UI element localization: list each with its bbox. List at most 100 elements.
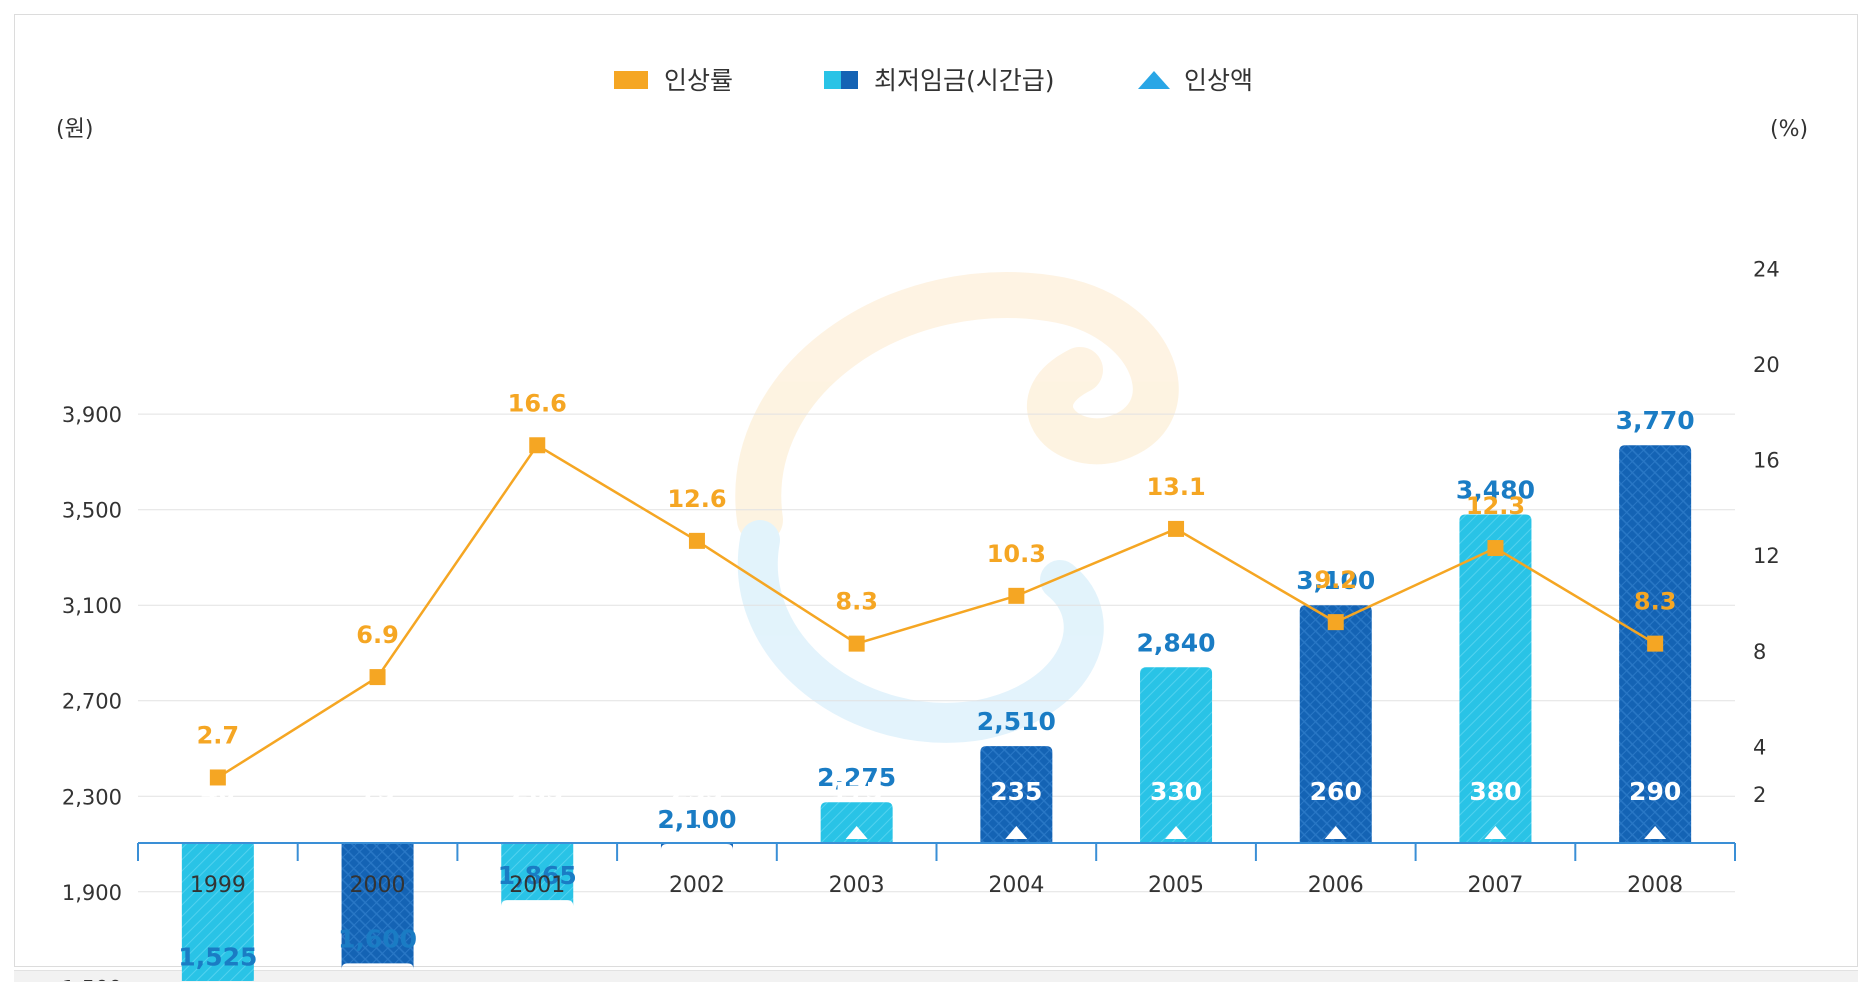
increase-triangle-icon (685, 826, 708, 839)
y-right-ticks: 24 20 16 12 8 4 2 (1753, 257, 1780, 807)
wage-value-label: 3,480 (1456, 475, 1535, 504)
x-tick-label: 2004 (988, 873, 1044, 898)
rate-point (1327, 614, 1344, 631)
increase-value-label: 260 (1310, 777, 1362, 806)
y-left-tick-label: 3,100 (62, 594, 122, 618)
rate-point (1168, 520, 1185, 537)
wage-value-label: 2,840 (1137, 628, 1216, 657)
x-tick-label: 2005 (1148, 873, 1204, 898)
legend-swatch-wage-dark (841, 71, 858, 89)
rate-value-label: 8.3 (1634, 588, 1677, 616)
y-left-unit-label: (원) (56, 117, 93, 142)
increase-value-label: 175 (831, 777, 883, 806)
increase-triangle-icon (1165, 826, 1188, 839)
increase-value-label: 265 (511, 777, 563, 806)
wage-bar (1140, 667, 1213, 843)
rate-value-label: 6.9 (356, 621, 399, 649)
y-right-tick-label: 20 (1753, 353, 1780, 377)
rate-point (1647, 635, 1664, 652)
legend-item-wage: 최저임금(시간급) (824, 66, 1055, 95)
x-tick-label: 2007 (1467, 873, 1523, 898)
y-right-unit-label: (%) (1770, 117, 1808, 142)
rate-value-label: 9.2 (1314, 566, 1357, 594)
wage-bar (341, 843, 414, 970)
wage-bar (181, 843, 254, 981)
rate-line-path (217, 443, 1656, 779)
increase-value-label: 380 (1469, 777, 1521, 806)
rate-point (529, 437, 546, 454)
wage-value-label: 1,525 (178, 942, 257, 971)
rate-point (369, 669, 386, 686)
wage-value-label: 2,510 (977, 707, 1056, 736)
y-right-tick-label: 12 (1753, 544, 1780, 568)
rate-value-label: 12.3 (1466, 492, 1525, 520)
x-tick-label: 2003 (829, 873, 885, 898)
rate-value-label: 10.3 (987, 540, 1046, 568)
y-left-tick-label: 3,500 (62, 499, 122, 523)
y-left-tick-label: 1,500 (62, 976, 122, 981)
wage-value-label: 1,600 (338, 924, 417, 953)
chart-frame (14, 14, 1858, 967)
increase-triangle-icon (1324, 826, 1347, 839)
y-left-ticks: 3,900 3,500 3,100 2,700 2,300 1,900 1,500 (62, 403, 122, 981)
legend-triangle-icon (1138, 71, 1170, 89)
x-tick-label: 1999 (190, 873, 246, 898)
y-right-tick-label: 16 (1753, 449, 1780, 473)
rate-value-label: 12.6 (667, 485, 726, 513)
wage-value-label: 2,275 (817, 763, 896, 792)
y-right-tick-label: 4 (1753, 735, 1766, 759)
increase-triangle-icon (845, 826, 868, 839)
rate-point (1008, 587, 1025, 604)
footer-band (14, 970, 1858, 982)
wage-bar (1299, 605, 1372, 843)
y-left-tick-label: 3,900 (62, 403, 122, 427)
legend-item-increase: 인상액 (1138, 66, 1253, 95)
x-tick-label: 2008 (1627, 873, 1683, 898)
y-right-tick-label: 24 (1753, 257, 1780, 281)
rate-value-label: 2.7 (197, 721, 240, 749)
x-tick-label: 2000 (350, 873, 406, 898)
legend-label-wage: 최저임금(시간급) (874, 66, 1055, 95)
wage-bar (501, 843, 574, 907)
increase-value-label: 290 (1629, 777, 1681, 806)
y-right-tick-label: 2 (1753, 783, 1766, 807)
rate-value-label: 8.3 (835, 588, 878, 616)
wage-bar (820, 802, 893, 843)
wage-bar (660, 843, 733, 851)
increase-triangle-icon (1644, 826, 1667, 839)
y-left-tick-label: 1,900 (62, 881, 122, 905)
x-tick-label: 2002 (669, 873, 725, 898)
rate-value-label: 13.1 (1146, 473, 1205, 501)
wage-value-label: 1,865 (498, 861, 577, 890)
rate-point (848, 635, 865, 652)
increase-triangle-icon (1005, 826, 1028, 839)
rate-point (1487, 540, 1504, 557)
y-left-tick-label: 2,700 (62, 690, 122, 714)
wage-value-label: 3,770 (1616, 406, 1695, 435)
watermark-emblem (735, 272, 1179, 743)
rate-point (688, 532, 705, 549)
x-tick-label: 2001 (509, 873, 565, 898)
wage-bar (1459, 514, 1532, 843)
legend-label-rate: 인상률 (664, 66, 733, 95)
x-tick-label: 2006 (1308, 873, 1364, 898)
increase-triangle-icon (206, 826, 229, 839)
rate-line: 2.7 6.9 16.6 12.6 8.3 10.3 13.1 9.2 12.3 8.3 (197, 389, 1677, 786)
wage-bar (980, 746, 1053, 843)
increase-value-label: 235 (990, 777, 1042, 806)
legend-swatch-wage-light (824, 71, 841, 89)
wage-value-label: 3,100 (1296, 566, 1375, 595)
legend: 인상률 최저임금(시간급) 인상액 (614, 66, 1253, 95)
y-right-tick-label: 8 (1753, 640, 1766, 664)
rate-point (209, 769, 226, 786)
x-axis: 1999 2000 2001 2002 2003 2004 2005 2006 2007 2008 (137, 842, 1736, 898)
increase-triangle-icon (1484, 826, 1507, 839)
legend-label-increase: 인상액 (1184, 66, 1253, 95)
y-left-tick-label: 2,300 (62, 785, 122, 809)
increase-value-label: 330 (1150, 777, 1202, 806)
legend-swatch-rate (614, 71, 648, 89)
rate-value-label: 16.6 (508, 389, 567, 417)
increase-triangle-icon (366, 826, 389, 839)
